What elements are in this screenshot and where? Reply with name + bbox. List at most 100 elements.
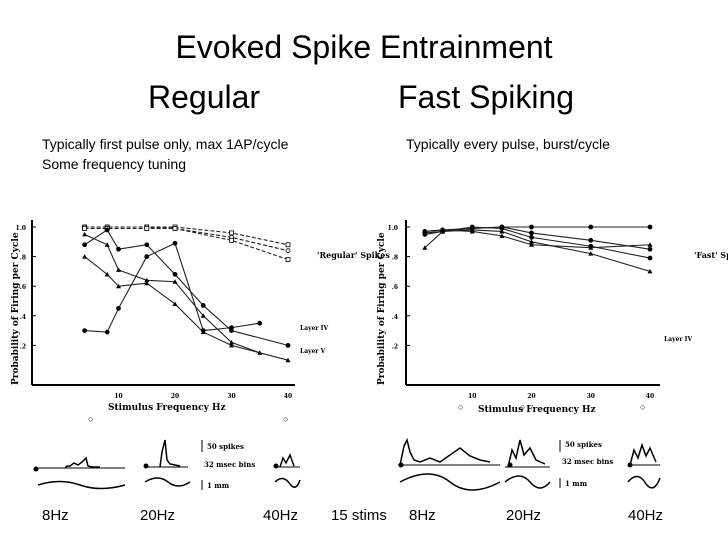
regular-histograms: 50 spikes 32 msec bins 1 mm: [33, 439, 301, 490]
regular-data-point: [285, 357, 291, 363]
regular-xtick-label: 20: [171, 393, 179, 400]
regular-ytick-label: .2: [20, 343, 26, 350]
regular-data-point: [172, 279, 178, 284]
fast-data-point: [647, 255, 653, 261]
bottom-label-stims: 15 stims: [331, 507, 387, 524]
regular-data-point: [116, 305, 121, 311]
regular-legend-layer-iv: Layer IV: [300, 325, 328, 332]
fast-chart: Probability of Firing per Cycle Stimulus…: [377, 220, 728, 415]
fast-data-point: [499, 228, 505, 234]
regular-ellipse-8hz: ○: [88, 414, 93, 424]
regular-series-line: [84, 226, 289, 252]
regular-xtick-label: 40: [284, 393, 292, 400]
fast-data-point: [469, 228, 475, 234]
fast-legend-title: 'Fast' Spikes: [694, 250, 728, 260]
regular-legend-layer-v: Layer V: [300, 348, 326, 355]
fast-xtick-label: 30: [587, 393, 595, 400]
regular-data-point: [144, 280, 150, 286]
fast-ytick-label: .2: [392, 343, 398, 350]
fast-data-point: [529, 242, 534, 247]
fast-data-point: [529, 224, 534, 230]
regular-data-point: [82, 328, 87, 334]
regular-data-point: [229, 342, 234, 348]
fast-hist-bins: 32 msec bins: [562, 457, 613, 466]
regular-data-point: [200, 303, 206, 308]
fast-ytick-label: .6: [392, 284, 398, 291]
fast-series-line: [424, 229, 651, 249]
fast-ellipse-40hz: ○: [640, 402, 645, 412]
regular-xtick-label: 30: [227, 393, 235, 400]
regular-data-point: [285, 242, 291, 248]
regular-data-point: [144, 277, 150, 283]
fast-data-point: [529, 234, 534, 240]
regular-series-line: [84, 229, 289, 346]
fast-data-point: [440, 227, 446, 232]
regular-ellipse-40hz: ○: [283, 414, 288, 424]
regular-hist-spikes: 50 spikes: [207, 442, 244, 451]
regular-data-point: [285, 248, 291, 254]
regular-series-line: [84, 226, 289, 246]
regular-data-point: [82, 226, 87, 231]
fast-xtick-label: 20: [527, 393, 535, 400]
fast-xtick-label: 40: [646, 393, 654, 400]
regular-data-point: [172, 271, 178, 277]
subtitle-fast-spiking: Fast Spiking: [398, 79, 575, 115]
regular-data-point: [229, 325, 234, 331]
fast-data-point: [422, 228, 428, 234]
fast-hist-spikes: 50 spikes: [565, 440, 602, 449]
fast-data-point: [588, 237, 594, 243]
regular-data-point: [229, 339, 234, 345]
regular-data-point: [172, 240, 178, 246]
regular-data-point: [229, 230, 234, 236]
regular-chart: Probability of Firing per Cycle Stimulus…: [11, 220, 390, 424]
fast-data-point: [588, 245, 594, 250]
note-regular-1: Typically first pulse only, max 1AP/cycl…: [42, 136, 289, 152]
fast-ylabel: Probability of Firing per Cycle: [377, 232, 387, 385]
regular-data-point: [82, 242, 87, 248]
fast-data-point: [499, 233, 505, 238]
regular-data-point: [104, 329, 110, 335]
regular-data-point: [144, 242, 150, 248]
bottom-label-regular-8hz: 8Hz: [42, 507, 69, 524]
fast-xlabel: Stimulus Frequency Hz: [478, 405, 596, 415]
regular-ytick-label: 1.0: [16, 225, 26, 232]
regular-ylabel: Probability of Firing per Cycle: [11, 232, 21, 385]
bottom-label-fast-20hz: 20Hz: [506, 507, 542, 524]
regular-data-point: [285, 342, 291, 348]
regular-data-point: [257, 320, 263, 326]
regular-data-point: [116, 283, 121, 289]
regular-hist-mm: 1 mm: [207, 481, 230, 490]
fast-histograms: 50 spikes 32 msec bins 1 mm: [398, 437, 661, 491]
regular-data-point: [82, 231, 88, 237]
regular-data-point: [200, 328, 206, 334]
fast-series-line: [424, 229, 651, 272]
regular-data-point: [82, 254, 88, 259]
fast-data-point: [647, 224, 653, 230]
regular-data-point: [116, 246, 121, 252]
fast-data-point: [647, 242, 653, 247]
regular-ytick-label: .8: [20, 255, 26, 262]
regular-series-line: [84, 233, 260, 354]
fast-legend-layer-iv: Layer IV: [664, 336, 692, 343]
fast-data-point: [529, 230, 534, 236]
regular-ytick-label: .6: [20, 284, 26, 291]
fast-ellipse-8hz: ○: [458, 402, 463, 412]
note-fast: Typically every pulse, burst/cycle: [406, 136, 610, 152]
bottom-label-fast-40hz: 40Hz: [628, 507, 664, 524]
regular-xtick-label: 10: [114, 393, 122, 400]
regular-xlabel: Stimulus Frequency Hz: [108, 403, 226, 413]
regular-series-line: [84, 227, 289, 261]
fast-ytick-label: .4: [392, 314, 398, 321]
bottom-label-fast-8hz: 8Hz: [409, 507, 436, 524]
regular-data-point: [116, 267, 121, 272]
fast-data-point: [588, 224, 594, 230]
fast-data-point: [647, 268, 653, 274]
bottom-label-regular-40hz: 40Hz: [263, 507, 299, 524]
regular-series-line: [84, 242, 260, 333]
slide-title: Evoked Spike Entrainment: [175, 29, 553, 65]
fast-xtick-label: 10: [468, 393, 476, 400]
regular-data-point: [144, 226, 150, 231]
regular-data-point: [104, 227, 110, 233]
regular-series-line: [84, 256, 289, 361]
